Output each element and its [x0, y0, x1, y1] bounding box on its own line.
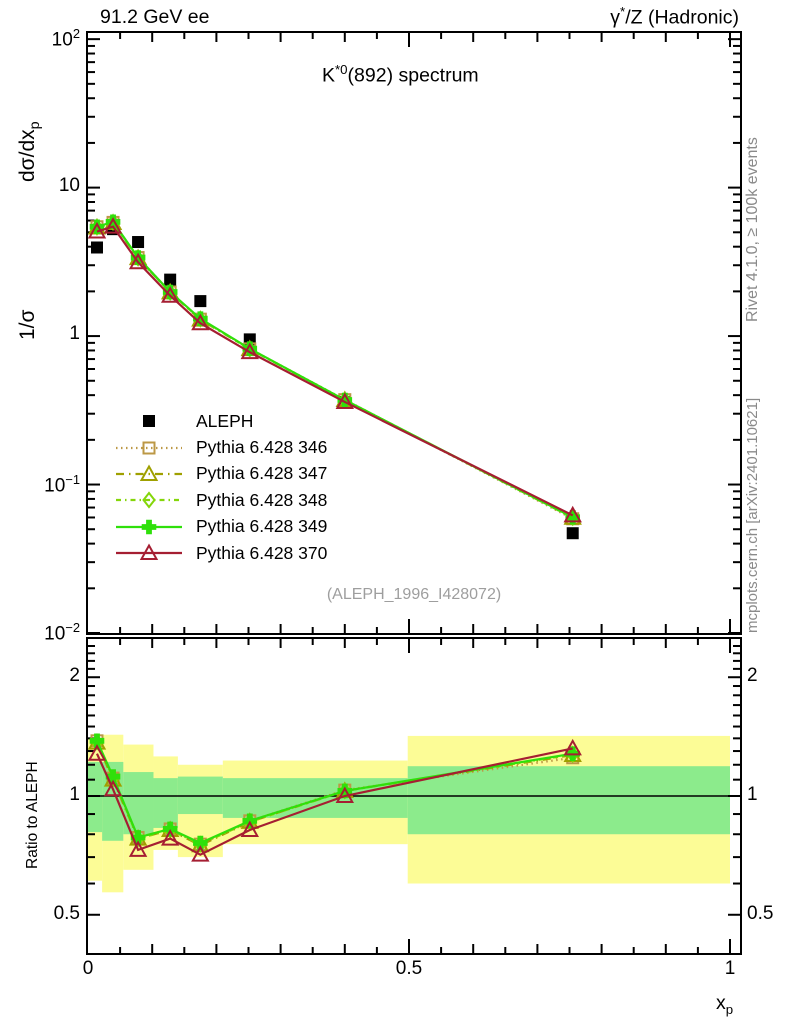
process-title: γ*/Z (Hadronic)	[610, 4, 739, 30]
legend-item-pythia-6.428-370: Pythia 6.428 370	[114, 540, 327, 566]
legend-label: ALEPH	[196, 410, 254, 431]
tick-label: 2	[747, 665, 758, 687]
marker-filled-square	[164, 273, 177, 286]
legend-marker-sample	[116, 441, 182, 455]
process-title-rest: /Z (Hadronic)	[625, 6, 739, 29]
marker-open-triangle	[160, 829, 180, 846]
legend-item-pythia-6.428-348: Pythia 6.428 348	[114, 487, 327, 513]
marker-filled-clover	[141, 519, 157, 535]
green-uncertainty-band	[153, 778, 178, 828]
tick-label: 10−2	[44, 620, 80, 645]
legend-item-pythia-6.428-346: Pythia 6.428 346	[114, 434, 327, 460]
green-uncertainty-band	[88, 761, 103, 833]
tick-label: 0.5	[53, 902, 80, 924]
main-plot-canvas	[88, 33, 740, 633]
marker-open-triangle	[563, 505, 582, 523]
marker-open-triangle	[88, 221, 107, 239]
tick-label: 10	[58, 174, 80, 196]
legend-marker-sample	[116, 491, 182, 509]
marker-open-triangle	[139, 543, 159, 561]
plot-title-rest: (892) spectrum	[347, 64, 479, 87]
marker-open-triangle	[160, 286, 180, 303]
rivet-version-caption: Rivet 4.1.0, ≥ 100k events	[744, 137, 761, 322]
legend-marker-sample	[116, 519, 182, 535]
tick-label: 10−1	[44, 471, 80, 496]
marker-open-triangle	[128, 252, 148, 270]
analysis-id-watermark: (ALEPH_1996_I428072)	[326, 586, 502, 603]
marker-open-triangle	[191, 313, 210, 331]
main-ylabel-deriv-text: dσ/dx	[16, 129, 39, 182]
xaxis-label: xp	[716, 992, 733, 1017]
beam-energy-title: 91.2 GeV ee	[100, 6, 210, 28]
main-ylabel-prefix: 1/σ	[16, 309, 39, 340]
plot-title-base: K	[322, 64, 336, 87]
marker-filled-square	[132, 236, 145, 249]
legend-item-pythia-6.428-347: Pythia 6.428 347	[114, 461, 327, 487]
marker-filled-square	[143, 415, 155, 428]
marker-filled-clover	[565, 509, 581, 525]
legend-label: Pythia 6.428 347	[196, 463, 328, 484]
marker-open-triangle	[103, 779, 123, 797]
legend-label: Pythia 6.428 349	[196, 516, 328, 537]
ratio-plot-canvas	[88, 639, 740, 953]
xaxis-label-base: x	[716, 992, 726, 1014]
legend-item-aleph: ALEPH	[114, 408, 327, 434]
marker-open-triangle	[103, 217, 123, 234]
legend-marker-sample	[143, 415, 155, 428]
main-ylabel-deriv-sub: p	[27, 121, 44, 130]
marker-open-triangle	[335, 786, 354, 803]
mcplots-caption: mcplots.cern.ch [arXiv:2401.10621]	[744, 397, 761, 633]
marker-open-diamond	[142, 491, 156, 509]
green-uncertainty-band	[407, 766, 730, 835]
marker-filled-square	[566, 527, 579, 540]
ratio-plot-panel	[86, 637, 742, 955]
marker-open-triangle	[88, 744, 107, 761]
ratio-series-pythia-6.428-370	[88, 738, 582, 862]
legend: ALEPH Pythia 6.428 346 Pythia 6.428 347 Pyt…	[114, 408, 327, 566]
legend-label: Pythia 6.428 346	[196, 437, 328, 458]
legend-label: Pythia 6.428 348	[196, 489, 328, 510]
tick-label: 0	[82, 958, 94, 979]
ratio-ylabel: Ratio to ALEPH	[24, 761, 41, 869]
marker-open-triangle	[139, 464, 159, 481]
process-title-sup: *	[620, 4, 626, 19]
tick-label: 0.5	[747, 902, 774, 924]
legend-item-pythia-6.428-349: Pythia 6.428 349	[114, 514, 327, 540]
marker-open-triangle	[563, 738, 582, 756]
marker-open-square	[142, 441, 156, 455]
tick-label: 0.5	[395, 958, 423, 979]
marker-filled-square	[90, 241, 103, 254]
legend-marker-sample	[116, 464, 182, 481]
tick-label: 1	[69, 323, 80, 345]
plot-title: K*0(892) spectrum	[322, 62, 479, 88]
tick-label: 2	[69, 665, 80, 687]
main-ylabel-deriv: dσ/dxp	[16, 121, 43, 182]
main-plot-panel	[86, 31, 742, 635]
legend-marker-sample	[116, 543, 182, 561]
marker-filled-square	[194, 295, 207, 308]
tick-label: 1	[724, 958, 736, 979]
marker-open-triangle	[335, 392, 354, 409]
legend-label: Pythia 6.428 370	[196, 542, 328, 563]
marker-open-triangle	[128, 840, 148, 857]
marker-filled-clover	[337, 783, 353, 799]
xaxis-label-sub: p	[725, 1001, 734, 1017]
marker-filled-clover	[89, 219, 105, 235]
marker-filled-clover	[242, 341, 258, 357]
main-series-pythia-6.428-370	[88, 217, 582, 523]
marker-open-triangle	[240, 820, 259, 838]
tick-label: 102	[51, 26, 80, 51]
plot-title-sup: *0	[335, 62, 348, 77]
marker-open-triangle	[191, 845, 210, 862]
process-title-base: γ	[610, 6, 621, 29]
tick-label: 1	[69, 784, 80, 805]
marker-open-triangle	[240, 342, 259, 360]
tick-label: 1	[747, 784, 758, 805]
marker-filled-clover	[89, 733, 105, 749]
